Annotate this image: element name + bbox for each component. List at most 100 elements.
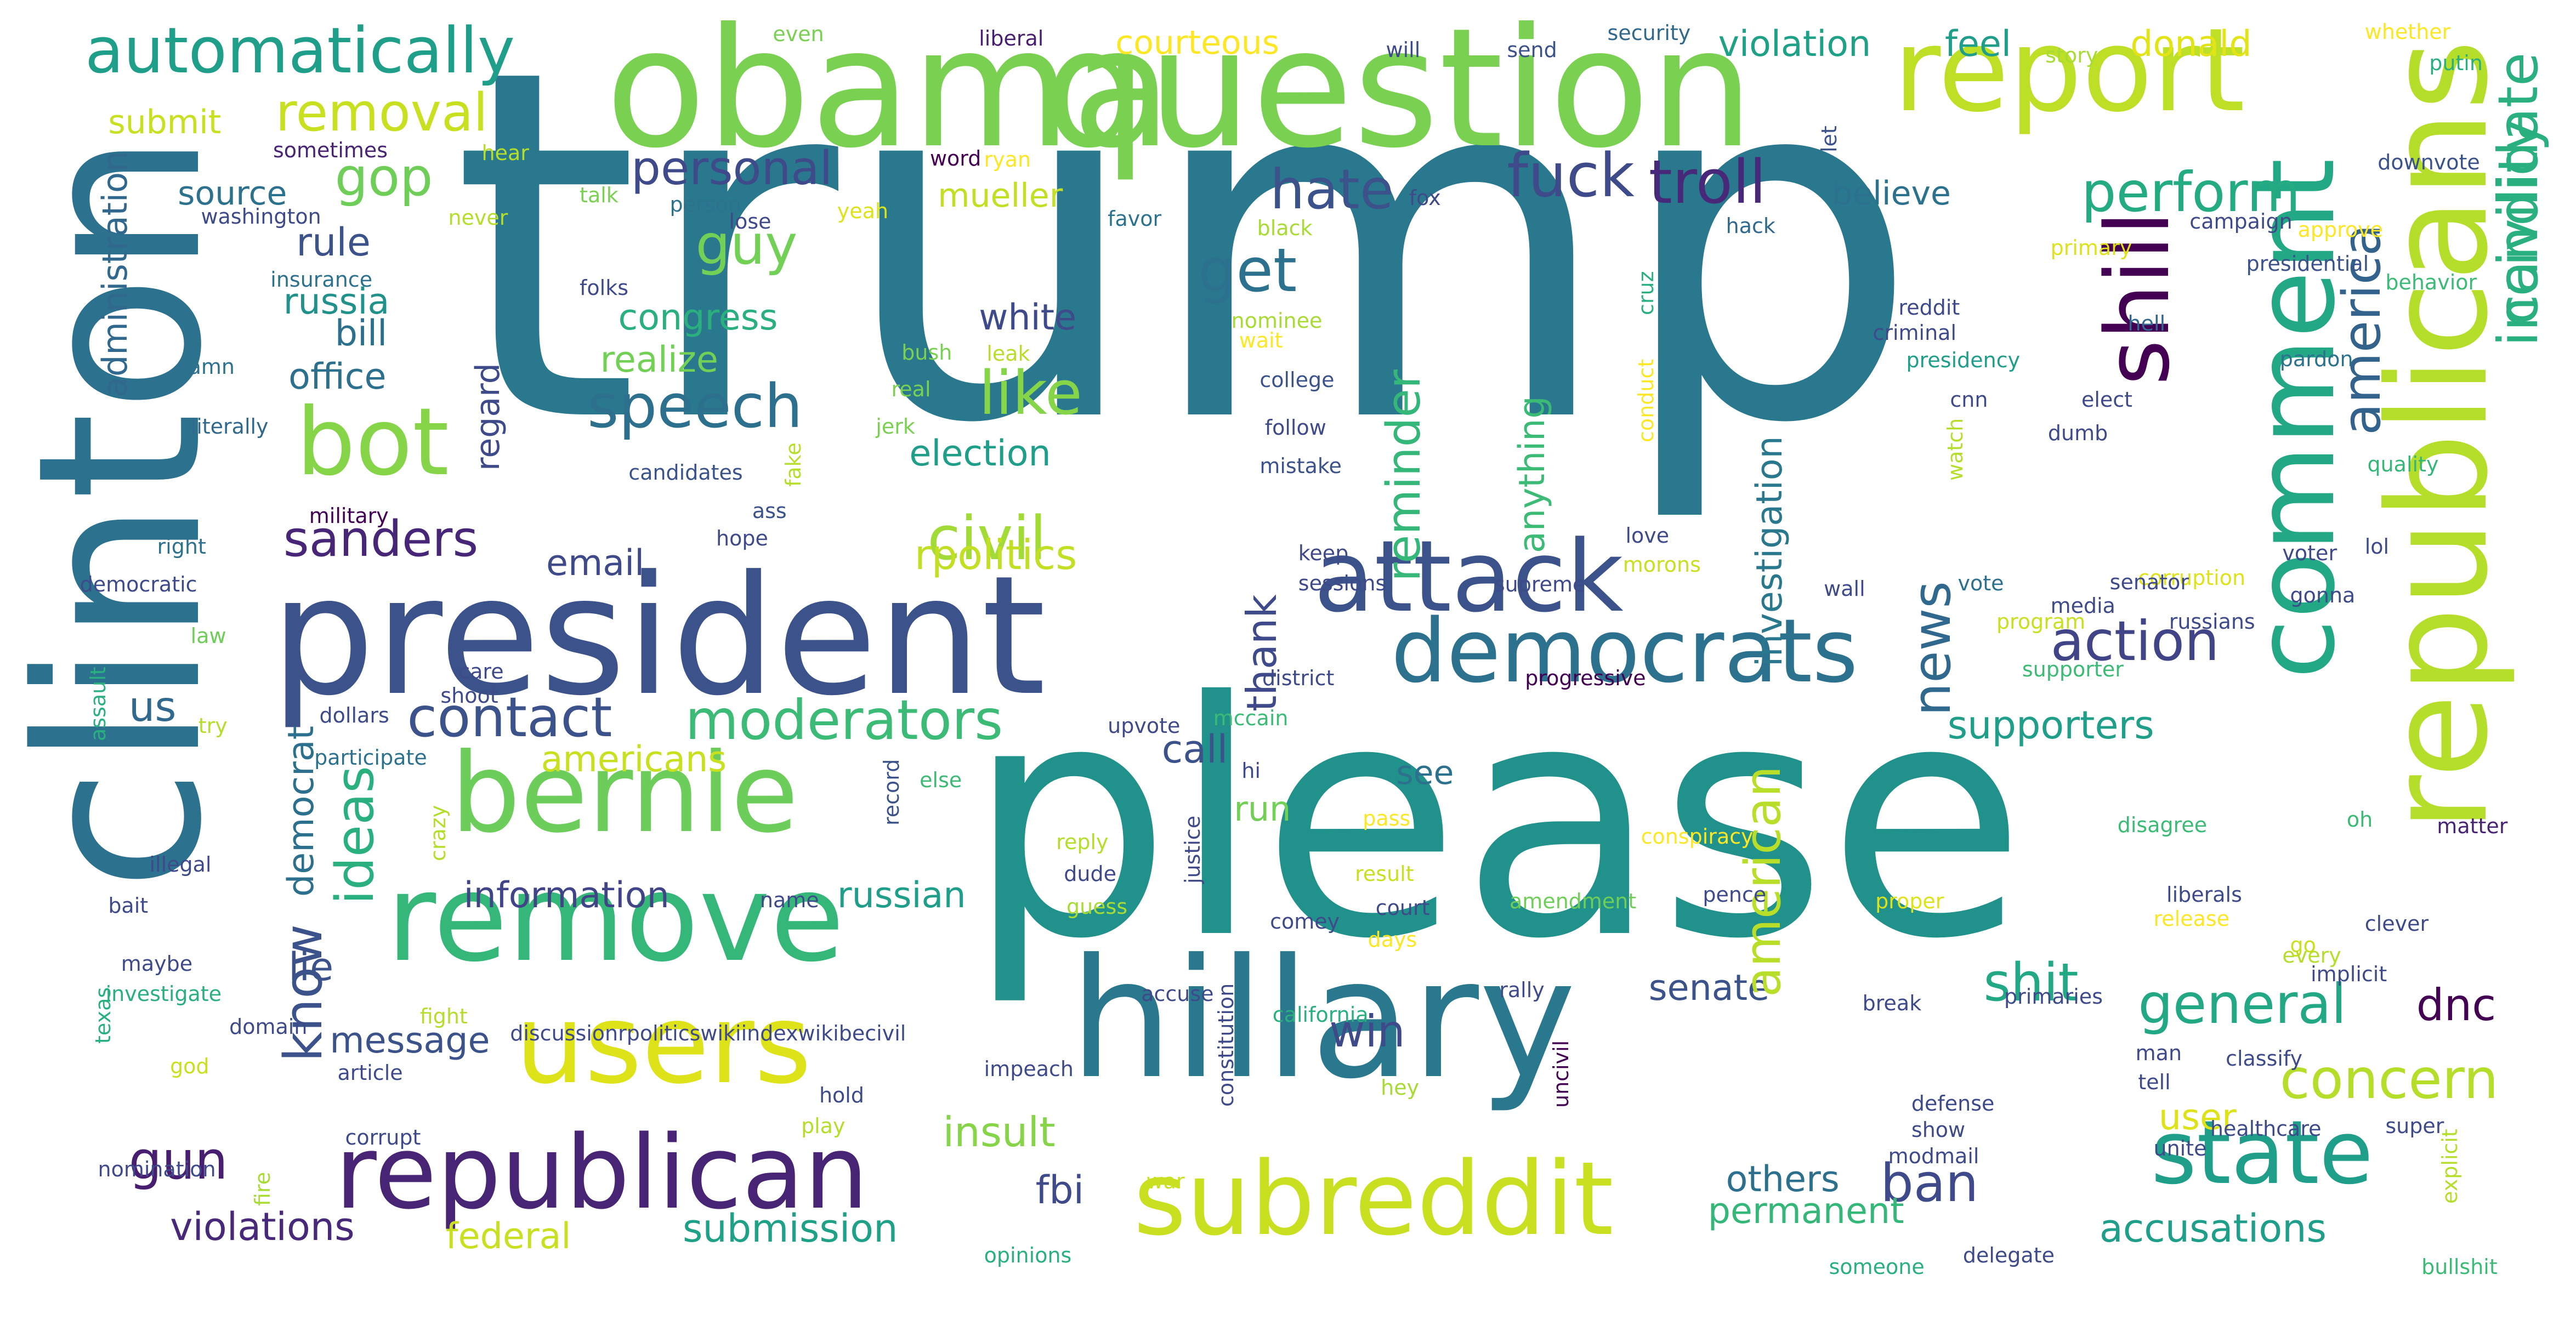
word-contact: contact (407, 685, 612, 750)
word-attack: attack (1313, 520, 1624, 635)
word-campaign: campaign (2189, 209, 2293, 234)
word-assault: assault (86, 667, 110, 742)
word-let: let (1817, 125, 1841, 152)
word-nomination: nomination (98, 1157, 216, 1182)
word-quality: quality (2367, 452, 2439, 477)
word-russians: russians (2169, 609, 2255, 634)
word-will: will (1386, 38, 1421, 62)
word-please: please (966, 633, 2027, 1010)
word-violation: violation (1718, 24, 1871, 65)
word-hear: hear (481, 141, 529, 166)
word-removal: removal (275, 82, 488, 143)
word-care: care (458, 659, 504, 684)
word-presidency: presidency (1906, 348, 2021, 373)
word-court: court (1375, 896, 1430, 920)
word-fire: fire (251, 1172, 275, 1207)
word-record: record (879, 759, 904, 826)
word-putin: putin (2429, 51, 2483, 76)
word-personal: personal (631, 141, 833, 196)
word-oh: oh (2346, 807, 2373, 832)
word-upvote: upvote (1108, 714, 1181, 738)
word-state: state (2151, 1101, 2374, 1204)
word-person: person (669, 192, 741, 217)
word-gun: gun (128, 1130, 228, 1191)
word-senator: senator (2109, 570, 2189, 594)
word-liberal: liberal (979, 26, 1044, 50)
word-literally: literally (190, 414, 269, 439)
word-supreme: supreme (1494, 572, 1586, 597)
word-vote: vote (1957, 571, 2004, 596)
word-dude: dude (1064, 861, 1116, 886)
word-folks: folks (580, 275, 629, 300)
word-administration: administration (94, 150, 135, 397)
word-trump: trump (451, 0, 1921, 529)
word-guess: guess (1066, 895, 1128, 919)
word-college: college (1259, 368, 1335, 392)
word-fight: fight (419, 1004, 468, 1028)
word-crazy: crazy (425, 805, 450, 861)
word-black: black (1257, 216, 1313, 241)
word-bot: bot (296, 388, 449, 497)
word-progressive: progressive (1525, 666, 1646, 691)
word-hate: hate (1270, 157, 1394, 222)
word-moderators: moderators (685, 688, 1003, 753)
word-insurance: insurance (270, 268, 373, 292)
word-bernie: bernie (451, 730, 799, 858)
word-republican: republican (334, 1113, 869, 1232)
word-cnn: cnn (1950, 388, 1988, 412)
word-dnc: dnc (2416, 979, 2496, 1031)
word-like: like (979, 358, 1082, 429)
word-morons: morons (1622, 553, 1701, 577)
word-democratic: democratic (80, 572, 197, 597)
word-someone: someone (1829, 1255, 1925, 1279)
word-users: users (515, 981, 812, 1108)
word-insult: insult (943, 1107, 1056, 1156)
word-ideas: ideas (325, 765, 386, 904)
word-word: word (929, 146, 981, 170)
word-supporters: supporters (1947, 703, 2154, 748)
word-even: even (773, 22, 824, 47)
word-shoot: shoot (440, 683, 498, 708)
word-source: source (178, 174, 287, 213)
word-hillary: hillary (1069, 923, 1576, 1115)
word-washington: washington (201, 204, 321, 229)
word-days: days (1368, 928, 1417, 952)
word-others: others (1726, 1159, 1840, 1200)
word-user: user (2158, 1096, 2237, 1138)
word-criminal: criminal (1873, 320, 1957, 345)
word-justice: justice (1181, 815, 1205, 884)
word-run: run (1234, 788, 1291, 829)
word-mccain: mccain (1213, 705, 1289, 730)
word-civil: civil (927, 503, 1047, 574)
word-candidate: candidate (2486, 52, 2550, 325)
word-unite: unite (2153, 1136, 2207, 1160)
word-elect: elect (2081, 388, 2133, 412)
word-tell: tell (2138, 1070, 2171, 1095)
word-sometimes: sometimes (273, 138, 388, 163)
word-conduct: conduct (1634, 359, 1659, 442)
word-president: president (270, 540, 1046, 732)
word-military: military (309, 504, 389, 528)
word-email: email (546, 542, 645, 584)
word-never: never (448, 206, 508, 230)
word-submission: submission (682, 1205, 898, 1251)
word-democrat: democrat (280, 726, 322, 897)
word-thank: thank (1238, 594, 1286, 712)
word-approve: approve (2297, 217, 2384, 242)
word-accusations: accusations (2099, 1205, 2327, 1251)
word-general: general (2138, 971, 2347, 1036)
word-leak: leak (986, 342, 1030, 366)
word-matter: matter (2437, 814, 2508, 839)
word-dollars: dollars (319, 703, 389, 727)
word-hold: hold (819, 1083, 864, 1108)
word-yeah: yeah (837, 199, 889, 224)
word-concern: concern (2279, 1047, 2499, 1112)
word-dumb: dumb (2047, 420, 2108, 445)
word-voter: voter (2282, 540, 2337, 565)
word-bait: bait (108, 893, 149, 918)
word-follow: follow (1264, 415, 1326, 440)
word-name: name (759, 887, 819, 912)
word-hell: hell (2127, 311, 2166, 335)
word-message: message (330, 1020, 490, 1062)
word-participate: participate (314, 745, 427, 770)
